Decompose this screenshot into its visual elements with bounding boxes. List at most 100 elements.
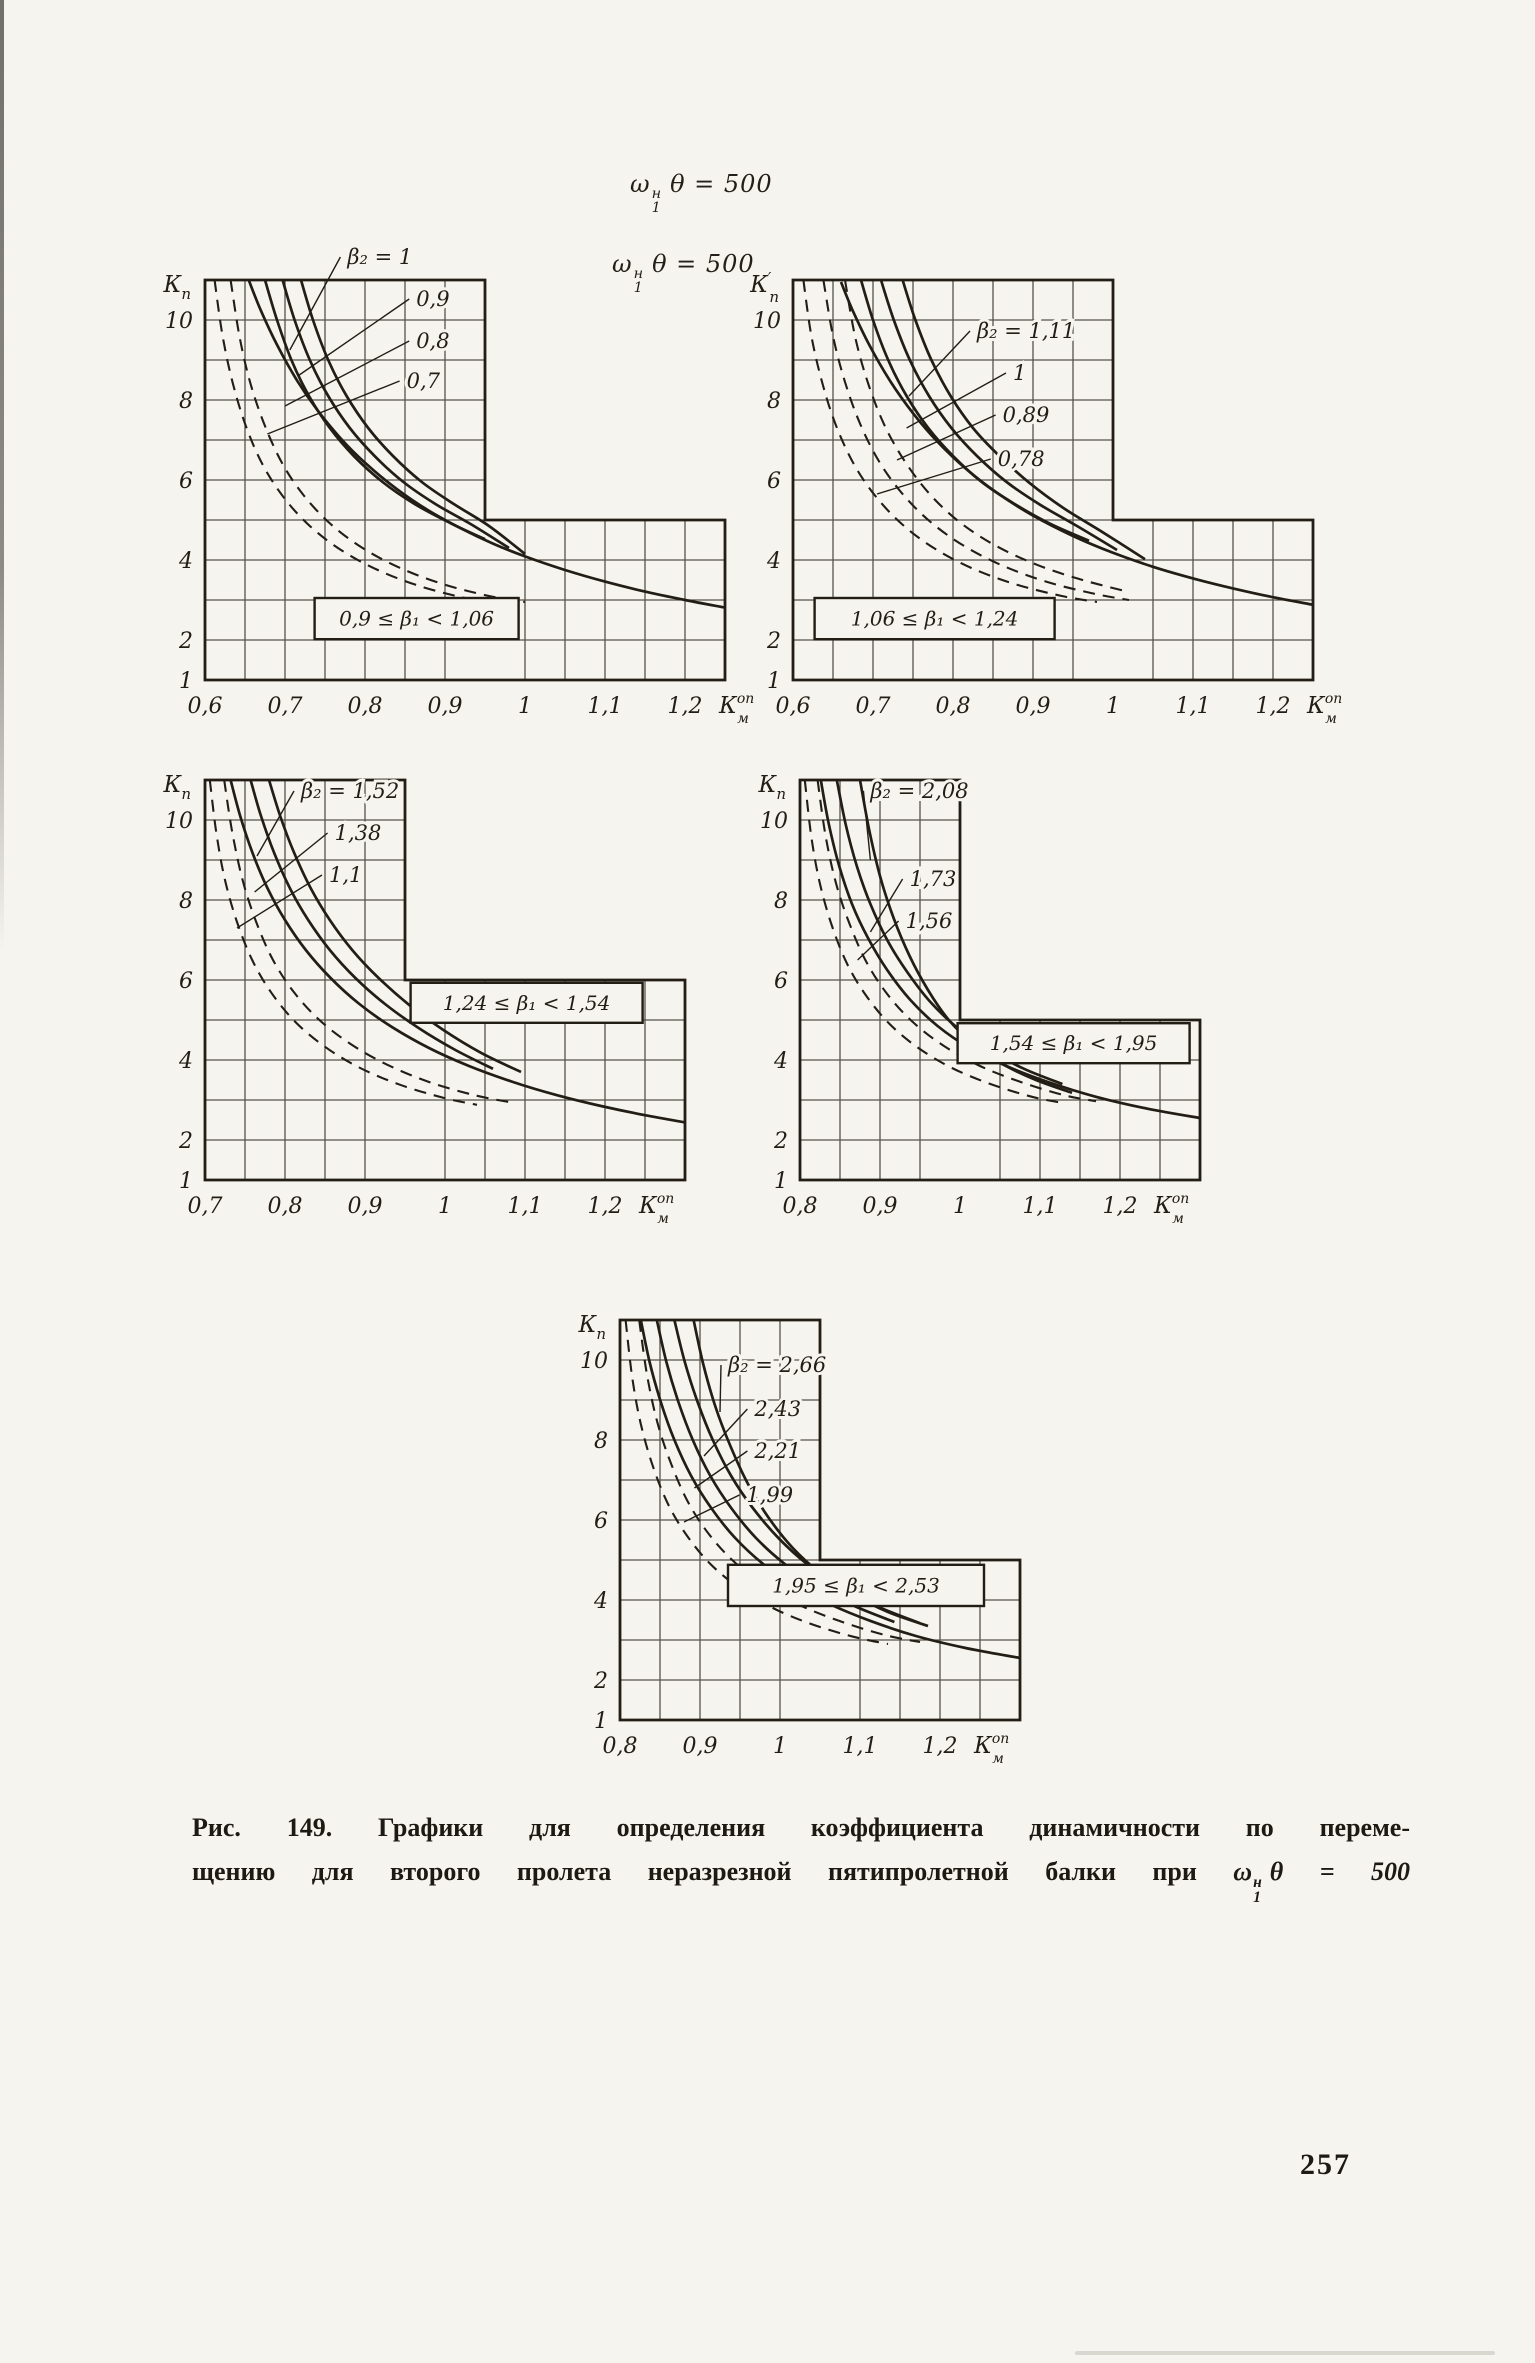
x-axis-unit-label: Коп м: [973, 1731, 1009, 1767]
callout-leader-line: [289, 256, 342, 351]
y-tick-label: 10: [165, 309, 193, 334]
y-tick-label: 6: [179, 469, 193, 494]
theta-value: θ = 500: [670, 170, 773, 198]
solid-curve: [859, 280, 1090, 543]
callout-leader-line: [284, 340, 410, 407]
range-box: [726, 1563, 986, 1608]
x-tick-label: 1,1: [843, 1734, 878, 1759]
dashed-curve: [803, 780, 1065, 1105]
range-box-label: 1,95 ≤ β₁ < 2,53: [772, 1573, 940, 1597]
y-tick-label: 8: [594, 1429, 608, 1454]
y-tick-label: 8: [767, 389, 781, 414]
x-tick-label: 1: [773, 1734, 787, 1759]
callout-label: 2,21: [753, 1439, 801, 1463]
y-tick-label: 4: [178, 1049, 193, 1074]
callout-label: β₂ = 1,11: [976, 319, 1075, 343]
x-tick-label: 0,8: [603, 1734, 638, 1759]
callout-label: β₂ = 1: [346, 245, 412, 269]
range-box-label: 1,06 ≤ β₁ < 1,24: [851, 607, 1019, 631]
curves: [213, 280, 725, 609]
callout-label: 1: [1013, 361, 1026, 385]
callout-leader-line: [683, 1494, 740, 1523]
range-box: [409, 981, 644, 1024]
solid-curve: [267, 780, 522, 1074]
region-border: [203, 278, 727, 682]
dashed-curve: [802, 280, 1098, 604]
callout-leader-line: [693, 1450, 748, 1489]
x-tick-label: 0,8: [783, 1194, 818, 1219]
solid-curve: [247, 280, 725, 609]
dashed-curve: [223, 780, 510, 1104]
solid-curve: [901, 280, 1146, 561]
callout-leader-line: [876, 458, 992, 495]
theta-value: θ = 500: [652, 250, 755, 278]
callout-label: 1,56: [906, 909, 953, 933]
x-tick-label: 1,2: [1256, 694, 1291, 719]
callout-leader-line: [297, 298, 410, 377]
x-tick-label: 0,9: [683, 1734, 718, 1759]
x-axis-unit-label: Коп м: [718, 691, 754, 727]
y-tick-label: 6: [594, 1509, 608, 1534]
x-tick-label: 0,6: [776, 694, 811, 719]
chart-3: 1,24 ≤ β₁ < 1,54 β₂ = 1,52 1,38 1,1 0,7 0,8 0,…: [163, 772, 687, 1227]
scan-edge-artifact-bottom: [1075, 2351, 1495, 2355]
x-tick-label: 1,2: [1103, 1194, 1138, 1219]
callout-label: 0,89: [1003, 403, 1050, 427]
solid-curve: [229, 780, 685, 1124]
curves: [802, 280, 1313, 607]
figure-caption: Рис. 149. Графики для определения коэффи…: [192, 1806, 1410, 1905]
region-border: [798, 778, 1202, 1182]
grid: [800, 780, 1200, 1180]
x-tick-label: 0,7: [268, 694, 303, 719]
caption-line-2: щению для второго пролета неразрезной пя…: [192, 1850, 1410, 1905]
y-axis-label: Кп: [578, 1312, 606, 1343]
solid-curve: [839, 281, 1313, 607]
range-box-label: 0,9 ≤ β₁ < 1,06: [339, 607, 494, 631]
omega-symbol: ω: [1233, 1857, 1253, 1887]
callout-leader-line: [869, 878, 904, 933]
region-border: [618, 1318, 1022, 1722]
omega-sub: 1: [633, 279, 644, 296]
y-tick-label: 8: [179, 389, 193, 414]
callout-leader-line: [906, 372, 1007, 429]
solid-curve: [281, 280, 510, 550]
dashed-curve: [229, 280, 526, 604]
callout-leader-line: [857, 920, 900, 961]
chart-5: 1,95 ≤ β₁ < 2,53 β₂ = 2,66 2,43 2,21 1,99 0,8…: [578, 1312, 1022, 1767]
y-tick-label: 10: [165, 809, 193, 834]
y-axis-label: Кп: [163, 272, 191, 303]
callout-label: 2,43: [753, 1397, 801, 1421]
solid-curve: [299, 280, 526, 556]
y-tick-label: 2: [178, 629, 193, 654]
callout-label: 0,78: [998, 447, 1045, 471]
x-tick-label: 1,2: [923, 1734, 958, 1759]
x-tick-label: 0,7: [188, 1194, 223, 1219]
callout-label: 0,9: [416, 287, 449, 311]
x-tick-label: 1: [1106, 694, 1120, 719]
callout-label: β₂ = 2,66: [727, 1353, 826, 1377]
dashed-curve: [208, 780, 478, 1106]
y-tick-label: 6: [774, 969, 788, 994]
x-tick-label: 1,1: [1176, 694, 1211, 719]
x-tick-label: 0,9: [1016, 694, 1051, 719]
x-tick-label: 0,9: [348, 1194, 383, 1219]
x-tick-label: 0,8: [348, 694, 383, 719]
y-tick-label: 4: [593, 1589, 608, 1614]
y-tick-label: 8: [774, 889, 788, 914]
x-axis-unit-label: Коп м: [638, 1191, 674, 1227]
callout-label: 0,7: [407, 369, 441, 393]
x-axis-unit-label: Коп м: [1306, 691, 1342, 727]
omega-sub: 1: [651, 199, 662, 216]
y-tick-label: 8: [179, 889, 193, 914]
callout-leader-line: [896, 414, 996, 461]
x-tick-label: 0,8: [268, 1194, 303, 1219]
callout-label: 1,1: [329, 863, 362, 887]
x-tick-label: 0,9: [428, 694, 463, 719]
curves: [208, 780, 685, 1124]
